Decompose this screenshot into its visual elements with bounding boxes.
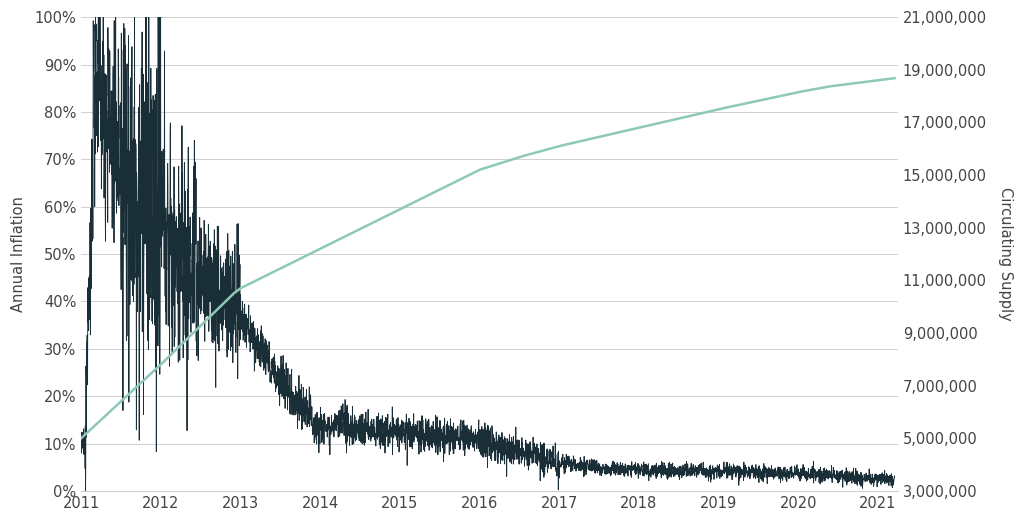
Y-axis label: Circulating Supply: Circulating Supply xyxy=(998,187,1013,321)
Y-axis label: Annual Inflation: Annual Inflation xyxy=(11,196,26,312)
